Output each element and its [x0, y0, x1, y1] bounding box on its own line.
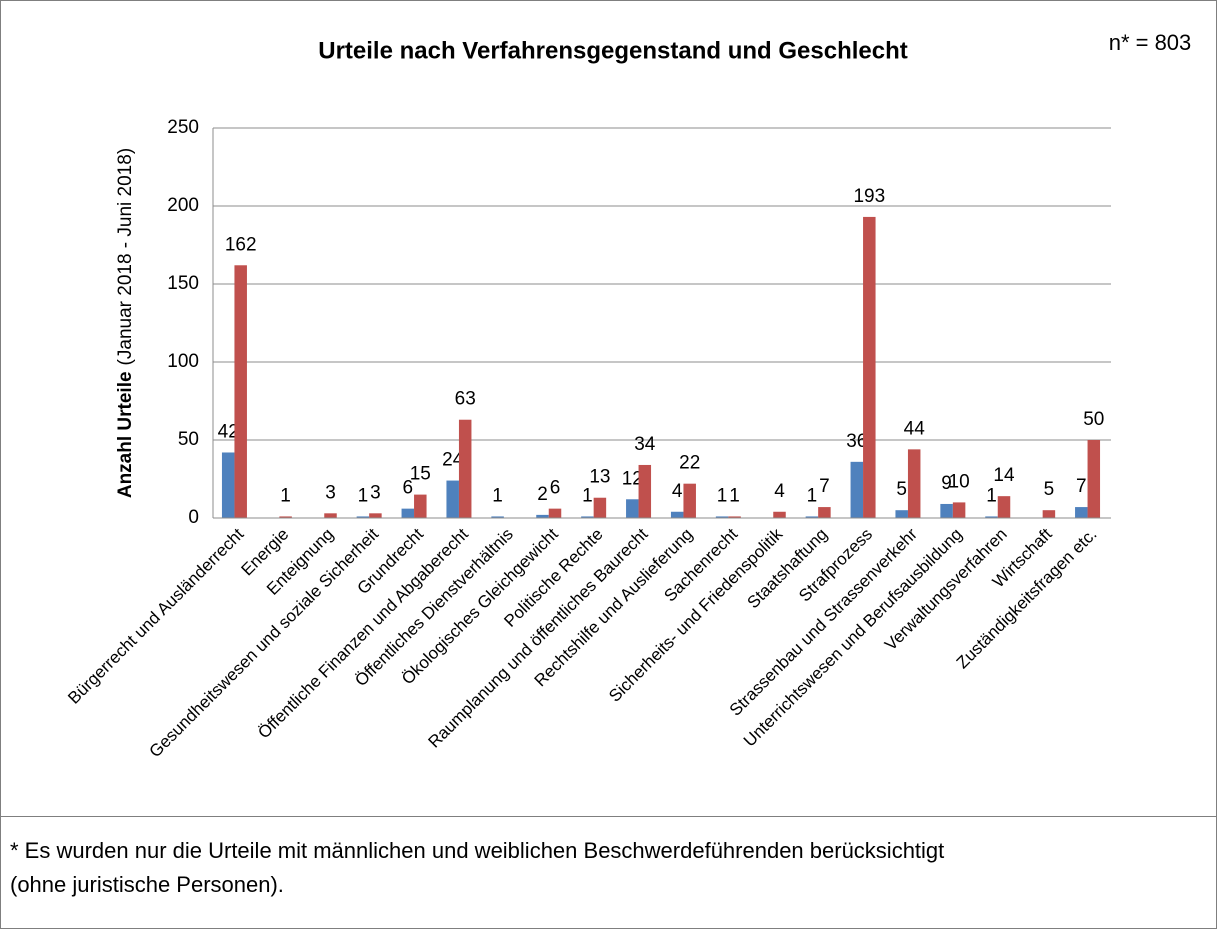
bar	[414, 494, 427, 518]
data-label: 6	[403, 478, 414, 499]
data-label: 162	[225, 234, 257, 255]
y-label-note: (Januar 2018 - Juni 2018)	[115, 148, 136, 366]
data-label: 10	[949, 471, 970, 492]
bar	[581, 516, 594, 518]
data-label: 50	[1083, 409, 1104, 430]
bar	[626, 499, 639, 518]
bar	[401, 508, 415, 518]
data-label: 1	[717, 485, 728, 506]
bar	[715, 516, 729, 518]
data-label: 34	[634, 434, 656, 455]
data-label: 1	[986, 485, 997, 506]
bar	[446, 480, 459, 518]
bar	[536, 514, 549, 518]
data-label: 1	[582, 485, 593, 506]
bar	[985, 516, 998, 518]
data-label: 22	[679, 453, 700, 474]
bar	[728, 516, 741, 518]
chart-title: Urteile nach Verfahrensgegenstand und Ge…	[318, 37, 908, 64]
y-tick-label: 100	[167, 351, 199, 372]
data-label: 13	[589, 467, 610, 488]
data-label: 193	[853, 186, 885, 207]
bar	[234, 265, 247, 518]
data-label: 63	[455, 389, 476, 410]
bar	[1075, 507, 1088, 518]
bar	[1087, 440, 1101, 518]
data-label: 5	[1044, 479, 1055, 500]
footnote: * Es wurden nur die Urteile mit männlich…	[10, 838, 944, 863]
y-label-main: Anzahl Urteile	[115, 371, 136, 498]
data-label: 42	[218, 421, 239, 442]
bar	[458, 419, 472, 518]
data-label: 2	[537, 484, 548, 505]
y-tick-label: 0	[188, 507, 199, 528]
data-label: 14	[993, 465, 1015, 486]
bar	[805, 516, 819, 518]
data-label: 4	[672, 481, 683, 502]
data-label: 7	[1076, 476, 1087, 497]
data-label: 9	[941, 473, 952, 494]
footnote: (ohne juristische Personen).	[10, 872, 284, 897]
data-label: 7	[819, 476, 830, 497]
bar	[907, 449, 921, 518]
data-label: 15	[410, 464, 431, 485]
bar	[356, 516, 370, 518]
data-label: 24	[442, 450, 464, 471]
bar	[818, 507, 831, 518]
bar	[670, 511, 684, 518]
bar	[593, 497, 607, 518]
y-tick-label: 200	[167, 195, 199, 216]
bar	[279, 516, 292, 518]
bar	[1042, 510, 1056, 518]
y-axis-label: Anzahl Urteile (Januar 2018 - Juni 2018)	[115, 148, 136, 498]
data-label: 1	[358, 485, 369, 506]
annotation: n* = 803	[1109, 30, 1192, 55]
data-label: 1	[729, 485, 740, 506]
bar	[491, 516, 504, 518]
data-label: 12	[622, 468, 643, 489]
bar	[940, 503, 953, 518]
bar	[221, 452, 235, 518]
bar	[638, 464, 652, 518]
data-label: 1	[280, 485, 291, 506]
bar	[863, 216, 876, 519]
bar	[683, 483, 696, 518]
y-tick-label: 250	[167, 117, 199, 138]
data-label: 3	[325, 482, 336, 503]
bar	[773, 511, 786, 518]
data-label: 6	[550, 478, 561, 499]
data-label: 1	[492, 485, 503, 506]
y-tick-label: 150	[167, 273, 199, 294]
data-label: 3	[370, 482, 381, 503]
bar	[324, 513, 337, 518]
bar	[850, 461, 864, 518]
data-label: 5	[896, 479, 907, 500]
bar	[895, 510, 908, 518]
y-tick-label: 50	[178, 429, 199, 450]
bar	[952, 502, 966, 518]
bar	[369, 513, 382, 518]
bar	[548, 508, 562, 518]
data-label: 1	[807, 485, 818, 506]
data-label: 36	[846, 431, 867, 452]
bar	[997, 496, 1011, 518]
data-label: 4	[774, 481, 785, 502]
data-label: 44	[904, 418, 926, 439]
